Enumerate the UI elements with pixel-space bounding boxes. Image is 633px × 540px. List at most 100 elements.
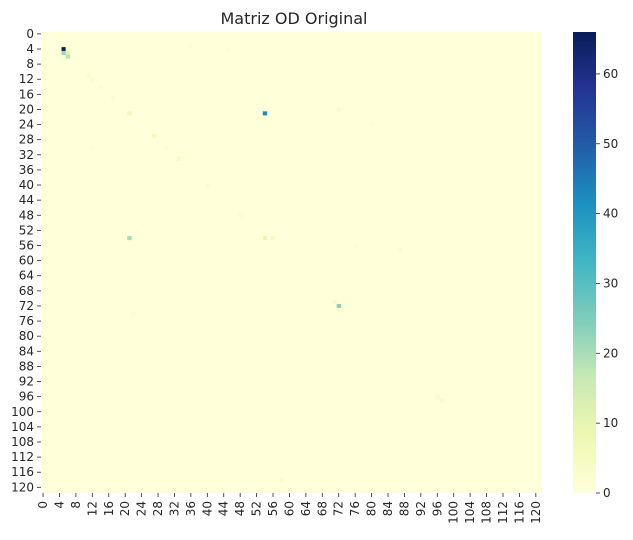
heatmap-cell bbox=[127, 236, 132, 241]
colorbar-tick-label: 50 bbox=[603, 137, 618, 151]
heatmap-cell bbox=[365, 205, 370, 210]
y-tick-label: 48 bbox=[19, 208, 34, 222]
y-tick-label: 96 bbox=[19, 390, 34, 404]
heatmap-cell bbox=[332, 300, 337, 305]
x-tick-label: 48 bbox=[233, 501, 247, 516]
colorbar-tick-label: 40 bbox=[603, 207, 618, 221]
y-tick-label: 84 bbox=[19, 344, 34, 358]
heatmap-cell bbox=[151, 134, 157, 139]
x-tick-label: 68 bbox=[315, 501, 329, 516]
heatmap-cell bbox=[336, 304, 342, 309]
heatmap-cell bbox=[353, 243, 358, 248]
y-tick-label: 20 bbox=[19, 102, 34, 116]
y-tick-label: 52 bbox=[19, 223, 34, 237]
y-axis: 0481216202428323640444852566064687276808… bbox=[11, 27, 41, 494]
y-tick-label: 16 bbox=[19, 87, 34, 101]
y-tick-label: 72 bbox=[19, 299, 34, 313]
y-tick-label: 4 bbox=[26, 42, 34, 56]
y-tick-label: 76 bbox=[19, 314, 34, 328]
y-tick-label: 40 bbox=[19, 178, 34, 192]
y-tick-label: 120 bbox=[11, 480, 34, 494]
colorbar-tick-label: 30 bbox=[603, 276, 618, 290]
x-tick-label: 116 bbox=[512, 501, 526, 524]
x-tick-label: 72 bbox=[332, 501, 346, 516]
y-tick-label: 32 bbox=[19, 148, 34, 162]
colorbar-axis: 0 10 20 30 40 50 60 bbox=[596, 67, 618, 500]
x-tick-label: 120 bbox=[529, 501, 543, 524]
heatmap-cell bbox=[398, 247, 403, 252]
y-tick-label: 56 bbox=[19, 238, 34, 252]
y-tick-label: 44 bbox=[19, 193, 34, 207]
x-tick-label: 112 bbox=[496, 501, 510, 524]
y-tick-label: 104 bbox=[11, 420, 34, 434]
heatmap-cell bbox=[127, 111, 132, 116]
heatmap-cell bbox=[65, 47, 71, 52]
x-tick-label: 100 bbox=[447, 501, 461, 524]
y-tick-label: 116 bbox=[11, 465, 34, 479]
heatmap-cell bbox=[131, 311, 136, 316]
y-tick-label: 100 bbox=[11, 405, 34, 419]
x-tick-label: 56 bbox=[266, 501, 280, 516]
x-tick-label: 4 bbox=[52, 501, 66, 509]
x-tick-label: 12 bbox=[85, 501, 99, 516]
y-tick-label: 0 bbox=[26, 27, 34, 41]
colorbar-tick-label: 0 bbox=[603, 486, 611, 500]
colorbar-tick-label: 10 bbox=[603, 416, 618, 430]
x-tick-label: 8 bbox=[69, 501, 83, 509]
heatmap-cell bbox=[279, 477, 284, 482]
heatmap-cell bbox=[262, 111, 268, 116]
x-tick-label: 76 bbox=[348, 501, 362, 516]
colorbar-tick-label: 60 bbox=[603, 67, 618, 81]
heatmap-cell bbox=[86, 73, 91, 78]
y-tick-label: 68 bbox=[19, 284, 34, 298]
heatmap-cells bbox=[61, 43, 444, 482]
y-tick-label: 12 bbox=[19, 72, 34, 86]
heatmap-cell bbox=[98, 84, 103, 89]
heatmap-cell bbox=[90, 77, 95, 82]
y-tick-label: 28 bbox=[19, 133, 34, 147]
x-axis: 0 4 8 12 16 20 24 28 32 36 40 44 48 52 56 60 64 68 72 76 80 8… bbox=[36, 493, 543, 524]
x-tick-label: 16 bbox=[102, 501, 116, 516]
y-tick-label: 108 bbox=[11, 435, 34, 449]
x-tick-label: 88 bbox=[397, 501, 411, 516]
heatmap-cell bbox=[65, 54, 71, 59]
y-tick-label: 112 bbox=[11, 450, 34, 464]
heatmap-cell bbox=[61, 47, 66, 52]
heatmap-cell bbox=[205, 183, 210, 188]
heatmap-cell bbox=[90, 145, 95, 150]
x-tick-label: 0 bbox=[36, 501, 50, 509]
x-tick-label: 20 bbox=[118, 501, 132, 516]
x-tick-label: 40 bbox=[200, 501, 214, 516]
y-tick-label: 64 bbox=[19, 269, 34, 283]
x-tick-label: 96 bbox=[430, 501, 444, 516]
heatmap-cell bbox=[336, 307, 342, 312]
y-tick-label: 80 bbox=[19, 329, 34, 343]
colorbar bbox=[573, 32, 596, 493]
heatmap-cell bbox=[65, 50, 71, 55]
chart-title: Matriz OD Original bbox=[221, 9, 368, 28]
y-tick-label: 92 bbox=[19, 375, 34, 389]
x-tick-label: 80 bbox=[365, 501, 379, 516]
colorbar-tick-label: 20 bbox=[603, 346, 618, 360]
x-tick-label: 28 bbox=[151, 501, 165, 516]
x-tick-label: 108 bbox=[480, 501, 494, 524]
y-tick-label: 8 bbox=[26, 57, 34, 71]
x-tick-label: 60 bbox=[282, 501, 296, 516]
heatmap-cell bbox=[336, 107, 342, 112]
heatmap-cell bbox=[176, 156, 181, 161]
heatmap-cell bbox=[61, 50, 66, 55]
heatmap-cell bbox=[225, 47, 231, 52]
x-tick-label: 24 bbox=[135, 501, 149, 516]
x-tick-label: 36 bbox=[184, 501, 198, 516]
heatmap-cell bbox=[238, 213, 243, 218]
y-tick-label: 60 bbox=[19, 254, 34, 268]
x-tick-label: 104 bbox=[463, 501, 477, 524]
x-tick-label: 64 bbox=[299, 501, 313, 516]
heatmap-cell bbox=[110, 96, 116, 101]
y-tick-label: 36 bbox=[19, 163, 34, 177]
heatmap-cell bbox=[270, 236, 276, 241]
x-tick-label: 92 bbox=[414, 501, 428, 516]
heatmap-cell bbox=[439, 398, 444, 403]
x-tick-label: 84 bbox=[381, 501, 395, 516]
